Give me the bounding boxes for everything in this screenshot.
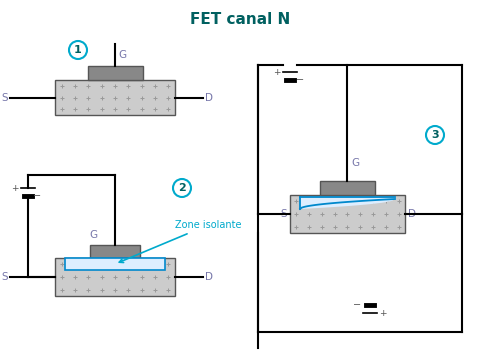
Bar	[290, 195, 405, 233]
Text: G: G	[118, 50, 126, 60]
Bar	[90, 245, 140, 258]
Text: S: S	[1, 272, 8, 282]
Text: 2: 2	[178, 183, 186, 193]
Text: +: +	[274, 68, 281, 77]
Text: D: D	[205, 272, 213, 282]
Text: Zone isolante: Zone isolante	[120, 220, 241, 262]
Text: S: S	[280, 209, 287, 219]
Text: S: S	[1, 93, 8, 103]
Text: −: −	[296, 75, 304, 85]
Bar	[87, 66, 143, 80]
Text: −: −	[353, 300, 361, 310]
Text: 1: 1	[74, 45, 82, 55]
Text: D: D	[205, 93, 213, 103]
Text: G: G	[351, 158, 360, 168]
Bar	[55, 80, 175, 115]
Polygon shape	[300, 197, 395, 209]
Text: G: G	[89, 230, 97, 240]
Bar	[65, 258, 165, 270]
Text: D: D	[408, 209, 416, 219]
Text: FET canal N: FET canal N	[190, 12, 290, 27]
Text: −: −	[33, 191, 41, 201]
Text: +: +	[379, 309, 386, 318]
Bar	[55, 258, 175, 296]
Text: 3: 3	[431, 130, 439, 140]
Bar	[320, 181, 375, 195]
Text: +: +	[12, 184, 19, 193]
